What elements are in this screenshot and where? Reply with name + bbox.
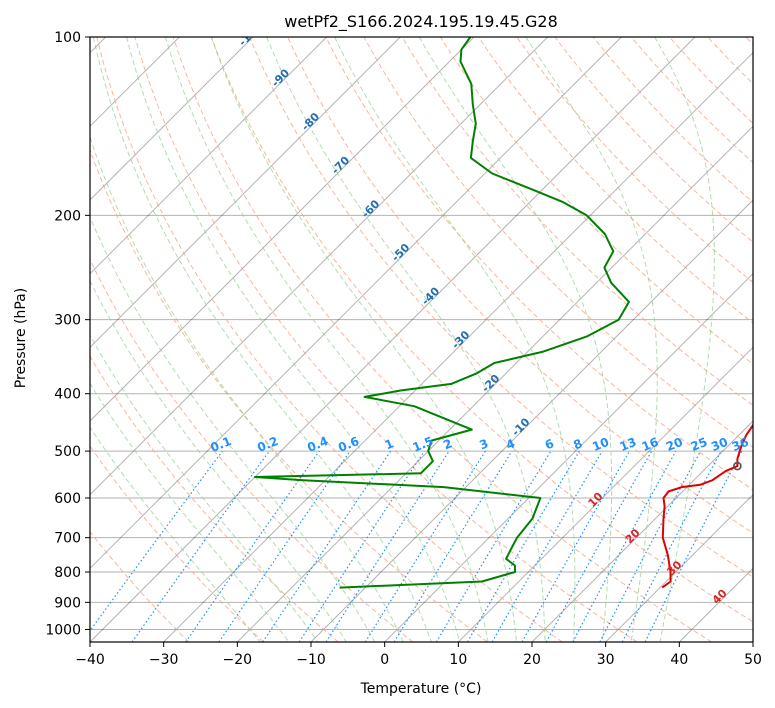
dry-adiabat-line <box>516 37 753 284</box>
dewpoint-profile-line <box>254 37 630 589</box>
dry-adiabat-line <box>249 37 753 578</box>
mixing-ratio-line <box>521 450 631 642</box>
mixing-ratio-label: 10 <box>590 435 611 454</box>
moist-adiabat-line <box>90 426 261 642</box>
mixing-ratio-label: 20 <box>664 435 685 454</box>
y-tick-label: 300 <box>54 313 81 329</box>
y-tick-label: 600 <box>54 491 81 507</box>
mixing-ratio-line <box>364 450 486 642</box>
isotherm-line <box>236 125 753 642</box>
mixing-ratio-label: 25 <box>689 435 710 454</box>
dry-adiabat-line <box>134 37 638 642</box>
isotherm-line <box>457 346 753 642</box>
mixing-ratio-line <box>466 450 580 642</box>
dry-adiabat-line <box>90 258 414 642</box>
dry-adiabat-line <box>210 37 753 623</box>
mixing-ratio-line <box>545 450 653 642</box>
y-tick-label: 200 <box>54 208 81 224</box>
moist-adiabat-line <box>210 37 517 642</box>
mixing-ratio-line <box>185 450 320 642</box>
x-tick-label: 50 <box>744 652 762 668</box>
plot-area <box>90 37 753 642</box>
temperature-profile-line <box>661 423 753 589</box>
dry-adiabat-line <box>90 531 190 642</box>
dry-adiabat-line <box>363 37 753 448</box>
moist-adiabat-line <box>525 37 658 642</box>
moist-adiabat-line <box>654 37 715 642</box>
isotherm-line <box>90 37 622 570</box>
moist-adiabat-line <box>90 215 376 642</box>
y-tick-label: 500 <box>54 444 81 460</box>
mixing-ratio-label: 16 <box>640 435 661 454</box>
x-tick-label: 0 <box>380 652 389 668</box>
x-tick-label: 20 <box>523 652 541 668</box>
isotherm-line <box>90 37 328 275</box>
y-tick-label: 800 <box>54 565 81 581</box>
y-tick-label: 400 <box>54 387 81 403</box>
isotherm-line <box>384 272 753 642</box>
isotherm-line <box>90 37 254 201</box>
x-tick-label: −20 <box>223 652 253 668</box>
moist-adiabat-line <box>266 37 546 642</box>
moist-adiabat-line <box>334 37 576 642</box>
isotherm-line <box>163 51 753 642</box>
y-tick-label: 700 <box>54 531 81 547</box>
moist-adiabat-line <box>126 37 461 642</box>
y-tick-label: 100 <box>54 30 81 46</box>
mixing-ratio-label: 13 <box>618 435 639 454</box>
isotherm-line <box>310 199 753 642</box>
x-axis-label: Temperature (°C) <box>360 681 482 697</box>
moist-adiabat-line <box>418 37 613 642</box>
mixing-ratio-line <box>435 450 552 642</box>
isotherm-line <box>90 37 549 496</box>
moist-adiabat-line <box>164 37 489 642</box>
x-tick-label: 40 <box>670 652 688 668</box>
mixing-ratio-line <box>131 450 270 642</box>
moist-adiabat-line <box>90 334 319 642</box>
mixing-ratio-line <box>393 450 513 642</box>
parcel-marker <box>733 461 742 471</box>
x-tick-label: 30 <box>597 652 615 668</box>
dry-adiabat-line <box>90 355 339 642</box>
dry-adiabat-line <box>90 148 488 642</box>
axis-ticks: −40 −30 −20 −10 0 10 20 30 40 50 1000 900 800 700 600 5… <box>45 30 762 668</box>
dry-adiabat-line <box>172 37 712 642</box>
chart-title: wetPf2_S166.2024.195.19.45.G28 <box>284 12 558 32</box>
moist-adiabat-line <box>90 135 404 642</box>
isotherm-line <box>90 37 696 642</box>
dry-adiabat-line <box>401 37 753 406</box>
isotherm-label: -100 <box>236 20 265 49</box>
plot-frame <box>89 36 754 643</box>
dry-adiabat-line <box>325 37 753 491</box>
moist-adiabat-line <box>90 382 290 642</box>
mixing-ratio-line <box>218 450 351 642</box>
mixing-ratio-label: 30 <box>709 435 730 454</box>
isotherm-line <box>531 420 753 642</box>
dry-adiabat-line <box>287 37 753 534</box>
dry-adiabat-line <box>96 37 563 642</box>
mixing-ratio-line <box>325 450 450 642</box>
x-tick-label: 10 <box>449 652 467 668</box>
isotherm-line <box>90 37 475 422</box>
x-tick-label: −10 <box>296 652 326 668</box>
x-tick-label: −30 <box>149 652 179 668</box>
mixing-ratio-line <box>491 450 603 642</box>
dry-adiabat-line <box>478 37 753 324</box>
dry-adiabat-line <box>592 37 753 203</box>
moist-adiabat-line <box>92 37 432 642</box>
mixing-ratio-line <box>572 450 677 642</box>
isotherm-line <box>605 493 753 642</box>
y-tick-label: 900 <box>54 595 81 611</box>
y-tick-label: 1000 <box>45 622 81 638</box>
x-tick-label: −40 <box>75 652 105 668</box>
y-axis-label: Pressure (hPa) <box>13 288 29 388</box>
mixing-ratio-label: 36 <box>730 435 751 454</box>
